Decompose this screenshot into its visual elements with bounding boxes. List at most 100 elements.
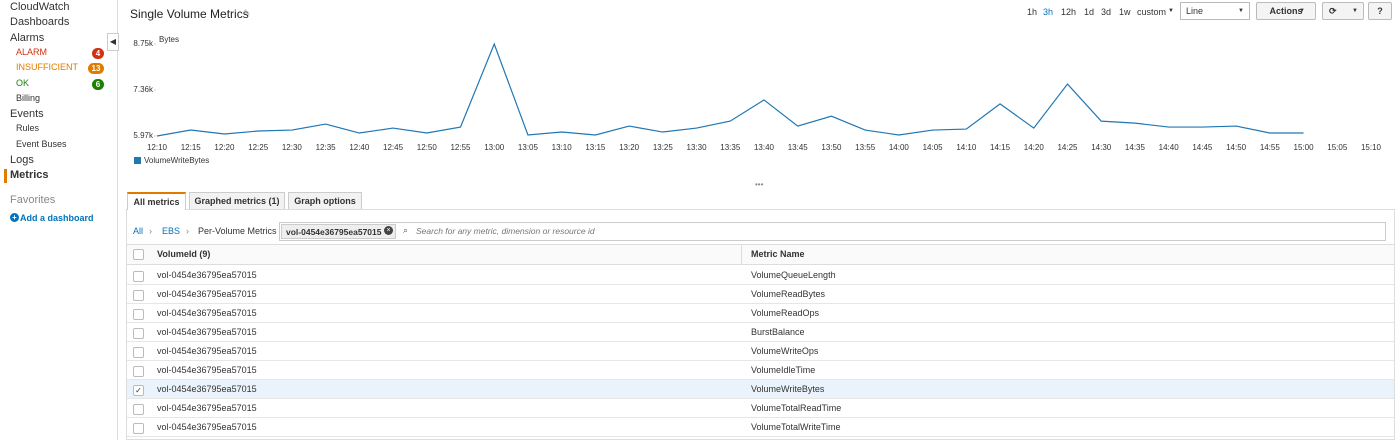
table-row[interactable] — [127, 304, 1394, 323]
caret: ▼ — [1238, 8, 1244, 14]
x-tick-label: 14:15 — [990, 143, 1011, 152]
edit-icon[interactable]: ✎ — [243, 8, 251, 18]
x-tick-label: 14:45 — [1192, 143, 1213, 152]
table-row[interactable] — [127, 285, 1394, 304]
x-tick-label: 12:40 — [349, 143, 370, 152]
column-header[interactable]: Metric Name — [751, 249, 805, 259]
row-checkbox[interactable] — [133, 309, 144, 320]
nav-item[interactable]: Events — [10, 108, 44, 121]
volume-id: vol-0454e36795ea57015 — [157, 384, 257, 394]
x-tick-label: 14:10 — [956, 143, 977, 152]
column-divider — [741, 244, 742, 265]
actions-button[interactable]: Actions — [1256, 2, 1316, 20]
x-tick-label: 12:35 — [316, 143, 337, 152]
add-dashboard-icon[interactable]: + — [10, 213, 19, 222]
volume-id: vol-0454e36795ea57015 — [157, 422, 257, 432]
time-range[interactable]: 1d — [1084, 7, 1095, 17]
tab[interactable]: Graph options — [288, 192, 362, 209]
x-tick-label: 14:30 — [1091, 143, 1112, 152]
nav-item[interactable]: Logs — [10, 154, 34, 166]
column-header[interactable]: VolumeId (9) — [157, 249, 211, 259]
volume-id: vol-0454e36795ea57015 — [157, 270, 257, 280]
time-range[interactable]: 12h — [1061, 7, 1077, 17]
help-button[interactable]: ? — [1368, 2, 1392, 20]
sidebar-border — [117, 0, 118, 440]
x-tick-label: 12:15 — [181, 143, 202, 152]
metric-name: VolumeTotalReadTime — [751, 403, 842, 413]
chip-remove[interactable]: × — [384, 226, 393, 235]
search-box[interactable] — [279, 222, 1386, 241]
metric-name: VolumeWriteOps — [751, 346, 819, 356]
row-checkbox[interactable] — [133, 347, 144, 358]
x-tick-label: 12:45 — [383, 143, 404, 152]
x-tick-label: 12:20 — [214, 143, 235, 152]
table-row[interactable] — [127, 380, 1394, 399]
collapse-toggle[interactable]: ◀ — [107, 33, 119, 51]
time-range[interactable]: 1h — [1027, 7, 1038, 17]
metric-name: VolumeIdleTime — [751, 365, 816, 375]
checkbox[interactable] — [133, 249, 144, 260]
table-row[interactable] — [127, 323, 1394, 342]
x-tick-label: 14:50 — [1226, 143, 1247, 152]
nav-item[interactable]: Event Buses — [16, 138, 67, 149]
metric-name: VolumeReadOps — [751, 308, 820, 318]
table-row[interactable] — [127, 266, 1394, 285]
breadcrumb-separator: › — [186, 226, 189, 236]
time-range[interactable]: 3d — [1101, 7, 1112, 17]
table-row[interactable] — [127, 342, 1394, 361]
row-checkbox[interactable]: ✓ — [133, 385, 144, 396]
x-tick-label: 12:10 — [147, 143, 168, 152]
nav-item[interactable]: Dashboards — [10, 16, 70, 29]
x-tick-label: 14:55 — [1260, 143, 1281, 152]
x-tick-label: 12:30 — [282, 143, 303, 152]
caret: ▼ — [1352, 8, 1358, 14]
tab[interactable]: Graphed metrics (1) — [189, 192, 285, 209]
row-checkbox[interactable] — [133, 290, 144, 301]
row-checkbox[interactable] — [133, 423, 144, 434]
caret: ▼ — [1299, 8, 1305, 14]
nav-item[interactable]: Billing — [16, 92, 41, 103]
x-tick-label: 13:50 — [821, 143, 842, 152]
nav-item[interactable]: OK — [16, 77, 30, 88]
row-checkbox[interactable] — [133, 366, 144, 377]
nav-item[interactable]: CloudWatch — [10, 1, 70, 13]
x-tick-label: 12:50 — [417, 143, 438, 152]
refresh-button[interactable]: ⟳ — [1322, 2, 1364, 20]
volume-id: vol-0454e36795ea57015 — [157, 308, 257, 318]
metric-name: VolumeQueueLength — [751, 270, 836, 280]
y-tick-label: 7.36k — [133, 85, 154, 94]
alarm-count: 4 — [92, 47, 104, 59]
time-custom[interactable]: custom — [1137, 7, 1167, 17]
row-checkbox[interactable] — [133, 328, 144, 339]
x-tick-label: 13:25 — [653, 143, 674, 152]
row-checkbox[interactable] — [133, 271, 144, 282]
add-dashboard-link[interactable]: Add a dashboard — [20, 213, 94, 223]
x-tick-label: 12:25 — [248, 143, 269, 152]
x-tick-label: 13:30 — [687, 143, 708, 152]
volume-id: vol-0454e36795ea57015 — [157, 346, 257, 356]
nav-item[interactable]: INSUFFICIENT — [16, 62, 78, 73]
nav-item[interactable]: ALARM — [16, 46, 48, 57]
x-tick-label: 13:00 — [484, 143, 505, 152]
nav-selected-bar — [4, 169, 7, 184]
table-row[interactable] — [127, 418, 1394, 437]
x-tick-label: 14:20 — [1024, 143, 1045, 152]
nav-item[interactable]: Alarms — [10, 31, 45, 44]
nav-item[interactable]: Rules — [16, 123, 40, 134]
nav-item[interactable]: Metrics — [10, 169, 49, 182]
search-icon: ⌕ — [403, 225, 409, 235]
view-select[interactable]: Line — [1180, 2, 1250, 20]
tab[interactable]: All metrics — [127, 192, 186, 210]
volume-id: vol-0454e36795ea57015 — [157, 289, 257, 299]
breadcrumb-item[interactable]: All — [133, 226, 144, 236]
x-tick-label: 13:20 — [619, 143, 640, 152]
breadcrumb-item[interactable]: EBS — [162, 226, 181, 236]
x-tick-label: 15:10 — [1361, 143, 1382, 152]
time-range[interactable]: 1w — [1119, 7, 1131, 17]
row-checkbox[interactable] — [133, 404, 144, 415]
filter-chip: vol-0454e36795ea57015 — [281, 224, 396, 239]
resize-handle[interactable]: ••• — [755, 180, 764, 189]
table-row[interactable] — [127, 399, 1394, 418]
time-range[interactable]: 3h — [1043, 7, 1054, 17]
table-row[interactable] — [127, 361, 1394, 380]
